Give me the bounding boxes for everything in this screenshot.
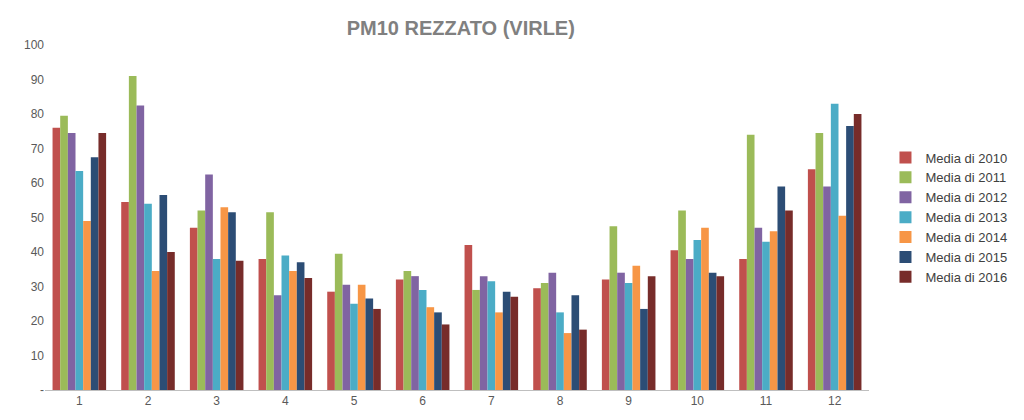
- svg-text:70: 70: [31, 142, 45, 156]
- svg-text:7: 7: [488, 394, 495, 408]
- svg-text:1: 1: [76, 394, 83, 408]
- svg-text:Media di 2016: Media di 2016: [925, 270, 1007, 285]
- svg-text:9: 9: [625, 394, 632, 408]
- svg-text:60: 60: [31, 176, 45, 190]
- svg-text:90: 90: [31, 73, 45, 87]
- svg-text:50: 50: [31, 211, 45, 225]
- svg-text:10: 10: [691, 394, 705, 408]
- svg-text:Media di 2011: Media di 2011: [925, 170, 1006, 185]
- svg-text:20: 20: [31, 314, 45, 328]
- svg-text:-: -: [40, 383, 44, 397]
- svg-text:80: 80: [31, 107, 45, 121]
- svg-text:100: 100: [24, 38, 44, 52]
- svg-text:30: 30: [31, 280, 45, 294]
- svg-text:12: 12: [828, 394, 842, 408]
- svg-text:Media di 2012: Media di 2012: [925, 190, 1007, 205]
- svg-text:Media di 2015: Media di 2015: [925, 250, 1007, 265]
- svg-text:40: 40: [31, 245, 45, 259]
- svg-text:3: 3: [213, 394, 220, 408]
- svg-text:8: 8: [557, 394, 564, 408]
- svg-text:5: 5: [351, 394, 358, 408]
- svg-text:PM10 REZZATO (VIRLE): PM10 REZZATO (VIRLE): [347, 17, 575, 39]
- svg-text:Media di 2013: Media di 2013: [925, 210, 1007, 225]
- svg-text:2: 2: [145, 394, 152, 408]
- svg-text:Media di 2014: Media di 2014: [925, 230, 1007, 245]
- svg-text:10: 10: [31, 349, 45, 363]
- svg-text:Media di 2010: Media di 2010: [925, 151, 1007, 166]
- svg-text:6: 6: [419, 394, 426, 408]
- svg-text:4: 4: [282, 394, 289, 408]
- svg-text:11: 11: [760, 394, 773, 408]
